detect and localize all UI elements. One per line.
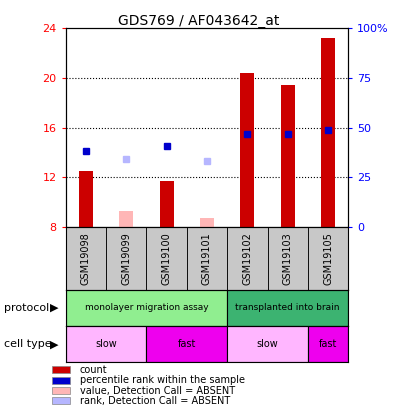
Text: monolayer migration assay: monolayer migration assay (85, 303, 208, 312)
Text: cell type: cell type (4, 339, 52, 349)
Text: GSM19103: GSM19103 (283, 232, 293, 285)
Bar (52, 366, 70, 373)
Bar (52, 387, 70, 394)
Bar (240, 73, 254, 227)
Text: fast: fast (319, 339, 337, 349)
Text: value, Detection Call = ABSENT: value, Detection Call = ABSENT (80, 386, 235, 396)
Bar (66, 227, 106, 290)
Text: rank, Detection Call = ABSENT: rank, Detection Call = ABSENT (80, 396, 230, 405)
Bar (79, 171, 93, 227)
Bar (200, 218, 214, 227)
Bar (267, 227, 308, 290)
Bar (187, 227, 227, 290)
Text: GSM19102: GSM19102 (242, 232, 252, 285)
Text: ▶: ▶ (49, 303, 58, 313)
Bar (308, 326, 348, 362)
Text: GSM19100: GSM19100 (162, 232, 172, 285)
Text: GSM19099: GSM19099 (121, 232, 131, 285)
Text: slow: slow (257, 339, 278, 349)
Text: ▶: ▶ (49, 339, 58, 349)
Bar (160, 181, 174, 227)
Text: percentile rank within the sample: percentile rank within the sample (80, 375, 245, 385)
Text: GDS769 / AF043642_at: GDS769 / AF043642_at (118, 14, 280, 28)
Bar (146, 227, 187, 290)
Text: slow: slow (95, 339, 117, 349)
Bar (66, 290, 227, 326)
Bar (227, 290, 348, 326)
Text: transplanted into brain: transplanted into brain (236, 303, 340, 312)
Text: GSM19101: GSM19101 (202, 232, 212, 285)
Bar (52, 377, 70, 384)
Bar (106, 227, 146, 290)
Bar (227, 326, 308, 362)
Text: fast: fast (178, 339, 196, 349)
Bar (281, 85, 295, 227)
Text: count: count (80, 365, 107, 375)
Bar (227, 227, 267, 290)
Bar (308, 227, 348, 290)
Bar (146, 326, 227, 362)
Bar (66, 326, 146, 362)
Text: GSM19098: GSM19098 (81, 232, 91, 285)
Bar (119, 211, 133, 227)
Text: protocol: protocol (4, 303, 49, 313)
Bar (321, 38, 335, 227)
Bar (52, 397, 70, 404)
Text: GSM19105: GSM19105 (323, 232, 333, 285)
